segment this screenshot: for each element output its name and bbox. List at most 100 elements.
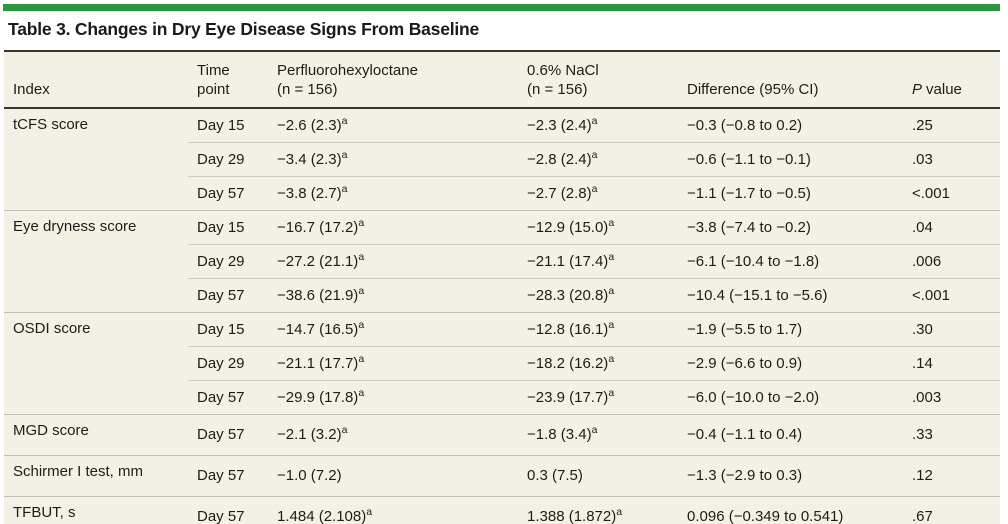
drug-value-cell: −2.6 (2.3)a (277, 114, 348, 134)
pvalue-cell: .14 (903, 346, 1000, 381)
column-header-perfluorohexyloctane: Perfluorohexyloctane (n = 156) (268, 52, 518, 109)
index-cell: Eye dryness score (4, 210, 188, 313)
table-row: Day 57 −29.9 (17.8)a −23.9 (17.7)a −6.0 … (4, 380, 1000, 415)
column-header-control-line2: (n = 156) (527, 81, 588, 98)
pvalue-cell: .30 (903, 312, 1000, 347)
column-header-index: Index (4, 52, 188, 109)
control-value-cell: 0.3 (7.5) (518, 455, 678, 497)
control-value-cell: −1.8 (3.4)a (518, 414, 678, 456)
drug-value-cell: −21.1 (17.7)a (268, 346, 518, 381)
footnote-marker: a (591, 148, 598, 161)
footnote-marker: a (358, 284, 365, 297)
table-row: Eye dryness score Day 15 −16.7 (17.2)a −… (4, 210, 1000, 313)
time-cell: Day 57 (188, 176, 268, 211)
footnote-marker: a (608, 318, 615, 331)
table-row: Day 57 −38.6 (21.9)a −28.3 (20.8)a −10.4… (4, 278, 1000, 313)
difference-cell: −0.3 (−0.8 to 0.2) (687, 116, 803, 134)
pvalue-cell: .03 (903, 142, 1000, 177)
drug-value-cell: −16.7 (17.2)a (268, 210, 518, 245)
green-accent-bar (3, 4, 1000, 11)
footnote-marker: a (341, 114, 348, 127)
table-row: MGD score Day 57 −2.1 (3.2)a −1.8 (3.4)a… (4, 414, 1000, 456)
column-header-drug-line2: (n = 156) (277, 81, 338, 98)
footnote-marker: a (608, 352, 615, 365)
column-header-time-line2: point (197, 81, 230, 98)
time-cell: Day 57 (188, 414, 268, 456)
pvalue-rest-label: value (926, 81, 962, 98)
difference-cell: −10.4 (−15.1 to −5.6) (678, 278, 903, 313)
drug-value-cell: −3.8 (2.7)a (268, 176, 518, 211)
table-row: Day 57 −3.8 (2.7)a −2.7 (2.8)a −1.1 (−1.… (4, 176, 1000, 211)
index-cell: tCFS score (4, 108, 188, 211)
table-panel: Index Time point Perfluorohexyloctane (n… (4, 50, 1000, 524)
pvalue-cell: <.001 (903, 176, 1000, 211)
pvalue-cell: .04 (903, 210, 1000, 245)
pvalue-cell: .67 (903, 496, 1000, 524)
control-value-cell: −2.7 (2.8)a (518, 176, 678, 211)
table-body: tCFS score Day 15 −2.6 (2.3)a −2.3 (2.4)… (4, 108, 1000, 524)
footnote-marker: a (341, 424, 348, 436)
table-row: TFBUT, s Day 57 1.484 (2.108)a 1.388 (1.… (4, 496, 1000, 524)
time-cell: Day 29 (188, 346, 268, 381)
index-label: Eye dryness score (13, 218, 137, 235)
footnote-marker: a (591, 114, 598, 127)
column-header-drug-line1: Perfluorohexyloctane (277, 62, 418, 79)
index-cell: MGD score (4, 414, 188, 456)
index-label: OSDI score (13, 320, 91, 337)
control-value-cell: −12.9 (15.0)a (518, 210, 678, 245)
control-value-cell: −23.9 (17.7)a (518, 380, 678, 415)
footnote-marker: a (591, 182, 598, 195)
footnote-marker: a (616, 506, 623, 518)
drug-value-cell: 1.484 (2.108)a (268, 496, 518, 524)
column-header-index-label: Index (13, 81, 50, 98)
drug-value-cell: −1.0 (7.2) (268, 455, 518, 497)
control-value-cell: −2.8 (2.4)a (518, 142, 678, 177)
pvalue-cell: .33 (903, 414, 1000, 456)
footnote-marker: a (358, 386, 365, 399)
index-cell: Schirmer I test, mm (4, 455, 188, 497)
table-row: OSDI score Day 15 −14.7 (16.5)a −12.8 (1… (4, 312, 1000, 415)
column-header-control-line1: 0.6% NaCl (527, 62, 599, 79)
time-cell: Day 29 (188, 244, 268, 279)
drug-value-cell: −38.6 (21.9)a (268, 278, 518, 313)
time-cell: Day 57 (188, 380, 268, 415)
pvalue-cell: .003 (903, 380, 1000, 415)
difference-cell: −0.4 (−1.1 to 0.4) (678, 414, 903, 456)
time-cell: Day 29 (188, 142, 268, 177)
footnote-marker: a (608, 386, 615, 399)
pvalue-cell: .006 (903, 244, 1000, 279)
difference-cell: −1.1 (−1.7 to −0.5) (678, 176, 903, 211)
table-row: Day 29 −27.2 (21.1)a −21.1 (17.4)a −6.1 … (4, 244, 1000, 279)
drug-value-cell: −27.2 (21.1)a (268, 244, 518, 279)
difference-cell: −0.6 (−1.1 to −0.1) (678, 142, 903, 177)
control-value-cell: −12.8 (16.1)a (518, 312, 678, 347)
footnote-marker: a (358, 216, 365, 229)
table-row: Day 29 −21.1 (17.7)a −18.2 (16.2)a −2.9 … (4, 346, 1000, 381)
footnote-marker: a (366, 506, 373, 518)
column-header-time-line1: Time (197, 62, 230, 79)
difference-cell: −3.8 (−7.4 to −0.2) (678, 210, 903, 245)
difference-cell: −6.0 (−10.0 to −2.0) (678, 380, 903, 415)
control-value-cell: 1.388 (1.872)a (518, 496, 678, 524)
pvalue-italic-p: P (912, 81, 923, 98)
time-cell: Day 57 (188, 455, 268, 497)
index-label: tCFS score (13, 116, 89, 133)
index-label: TFBUT, s (13, 504, 76, 521)
difference-cell: −2.9 (−6.6 to 0.9) (678, 346, 903, 381)
pvalue-cell: .25 (912, 116, 933, 134)
drug-value-cell: −29.9 (17.8)a (268, 380, 518, 415)
index-cell: TFBUT, s (4, 496, 188, 524)
footnote-marker: a (341, 182, 348, 195)
header-row: Index Time point Perfluorohexyloctane (n… (4, 52, 1000, 109)
column-header-difference: Difference (95% CI) (678, 52, 903, 109)
data-table: Index Time point Perfluorohexyloctane (n… (4, 52, 1000, 524)
control-value-cell: −28.3 (20.8)a (518, 278, 678, 313)
time-cell: Day 57 (188, 278, 268, 313)
difference-cell: −1.3 (−2.9 to 0.3) (678, 455, 903, 497)
table-title: Table 3. Changes in Dry Eye Disease Sign… (8, 19, 480, 39)
time-cell: Day 15 (188, 312, 268, 347)
footnote-marker: a (608, 284, 615, 297)
control-value-cell: −18.2 (16.2)a (518, 346, 678, 381)
